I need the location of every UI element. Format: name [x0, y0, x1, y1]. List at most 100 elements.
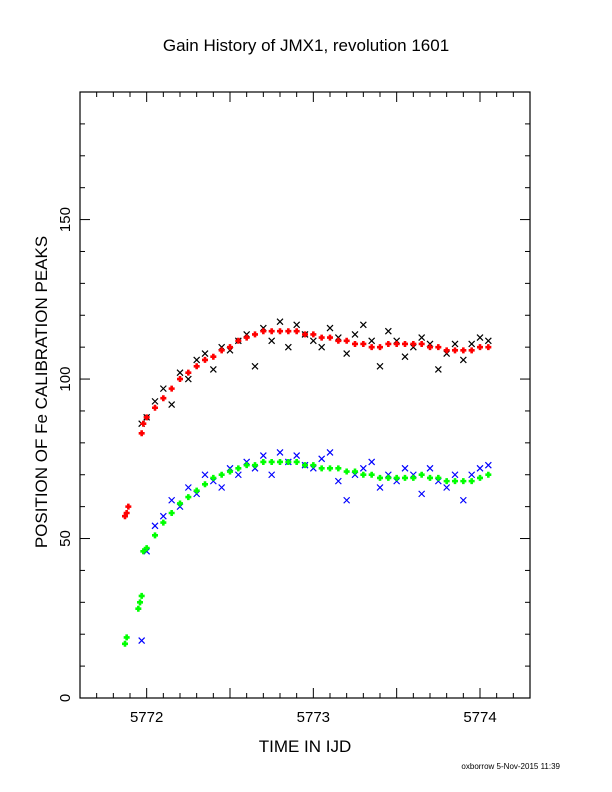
data-point — [259, 452, 267, 460]
data-point — [468, 340, 476, 348]
data-point — [243, 462, 250, 469]
data-point — [368, 471, 375, 478]
data-point — [293, 321, 301, 329]
data-point — [477, 474, 483, 481]
data-point — [177, 376, 183, 383]
data-point — [137, 599, 143, 606]
data-point — [218, 471, 225, 478]
data-point — [418, 334, 426, 342]
data-point — [152, 404, 158, 411]
data-point — [268, 328, 275, 335]
data-point — [193, 487, 200, 494]
y-tick-label: 50 — [57, 530, 74, 547]
data-point — [468, 347, 475, 354]
data-point — [151, 522, 159, 530]
data-point — [234, 471, 242, 479]
data-point — [210, 353, 217, 360]
data-point — [452, 347, 458, 354]
data-point — [393, 340, 400, 347]
data-point — [202, 481, 208, 488]
data-point — [125, 503, 132, 510]
data-point — [385, 474, 392, 481]
data-point — [235, 465, 242, 472]
y-tick-label: 150 — [57, 207, 74, 232]
series-3 — [122, 458, 492, 647]
data-point — [443, 484, 451, 491]
data-point — [177, 500, 183, 507]
data-point — [443, 347, 450, 354]
data-point — [252, 331, 258, 338]
data-point — [418, 490, 426, 498]
data-point — [377, 344, 383, 351]
data-point — [159, 512, 167, 520]
data-point — [435, 344, 442, 351]
y-tick-label: 100 — [57, 367, 74, 392]
data-point — [168, 496, 176, 504]
data-point — [401, 464, 409, 472]
data-point — [402, 340, 408, 347]
data-point — [477, 344, 483, 351]
data-point — [377, 474, 383, 481]
chart-title: Gain History of JMX1, revolution 1601 — [162, 36, 450, 55]
data-point — [143, 545, 150, 552]
data-point — [368, 458, 376, 466]
data-point — [252, 462, 258, 469]
data-point — [251, 362, 259, 370]
data-point — [343, 496, 351, 504]
data-point — [268, 337, 276, 345]
data-point — [284, 343, 292, 351]
data-point — [451, 471, 459, 479]
x-tick-label: 5774 — [463, 709, 496, 726]
data-point — [476, 334, 484, 342]
data-point — [176, 369, 184, 377]
data-point — [168, 401, 176, 408]
data-point — [459, 496, 467, 504]
data-point — [326, 324, 334, 332]
data-point — [209, 366, 217, 373]
data-point — [310, 462, 317, 469]
data-point — [426, 464, 434, 472]
data-point — [468, 471, 476, 479]
data-point — [276, 318, 284, 326]
data-point — [485, 344, 492, 351]
data-point — [185, 494, 192, 501]
data-point — [218, 347, 225, 354]
data-point — [184, 484, 192, 491]
data-point — [309, 337, 317, 345]
data-point — [327, 334, 333, 341]
data-point — [326, 448, 334, 456]
data-point — [385, 340, 392, 347]
data-point — [484, 461, 492, 469]
data-point — [138, 592, 145, 599]
data-point — [318, 455, 326, 463]
data-point — [123, 510, 130, 517]
y-tick-label: 0 — [57, 694, 74, 702]
data-point — [210, 474, 217, 481]
data-point — [427, 474, 433, 481]
data-point — [334, 477, 342, 485]
data-marks — [122, 318, 492, 647]
data-point — [218, 484, 226, 491]
data-point — [343, 337, 350, 344]
data-point — [152, 532, 158, 539]
data-point — [459, 356, 467, 364]
data-point — [485, 471, 492, 478]
data-point — [343, 468, 350, 475]
data-point — [277, 328, 283, 335]
data-point — [476, 464, 484, 472]
data-point — [151, 397, 159, 405]
data-point — [293, 452, 301, 460]
data-point — [160, 395, 167, 402]
x-tick-label: 5772 — [130, 709, 163, 726]
data-point — [327, 465, 333, 472]
data-point — [168, 385, 175, 392]
data-point — [193, 363, 200, 370]
data-point — [160, 519, 167, 526]
axis-tick-labels: 5772 5773 5774 0 50 100 150 — [57, 207, 497, 726]
data-point — [434, 366, 442, 373]
data-point — [227, 344, 233, 351]
data-point — [418, 340, 425, 347]
data-point — [193, 356, 201, 364]
data-point — [359, 464, 367, 472]
data-point — [260, 328, 267, 335]
